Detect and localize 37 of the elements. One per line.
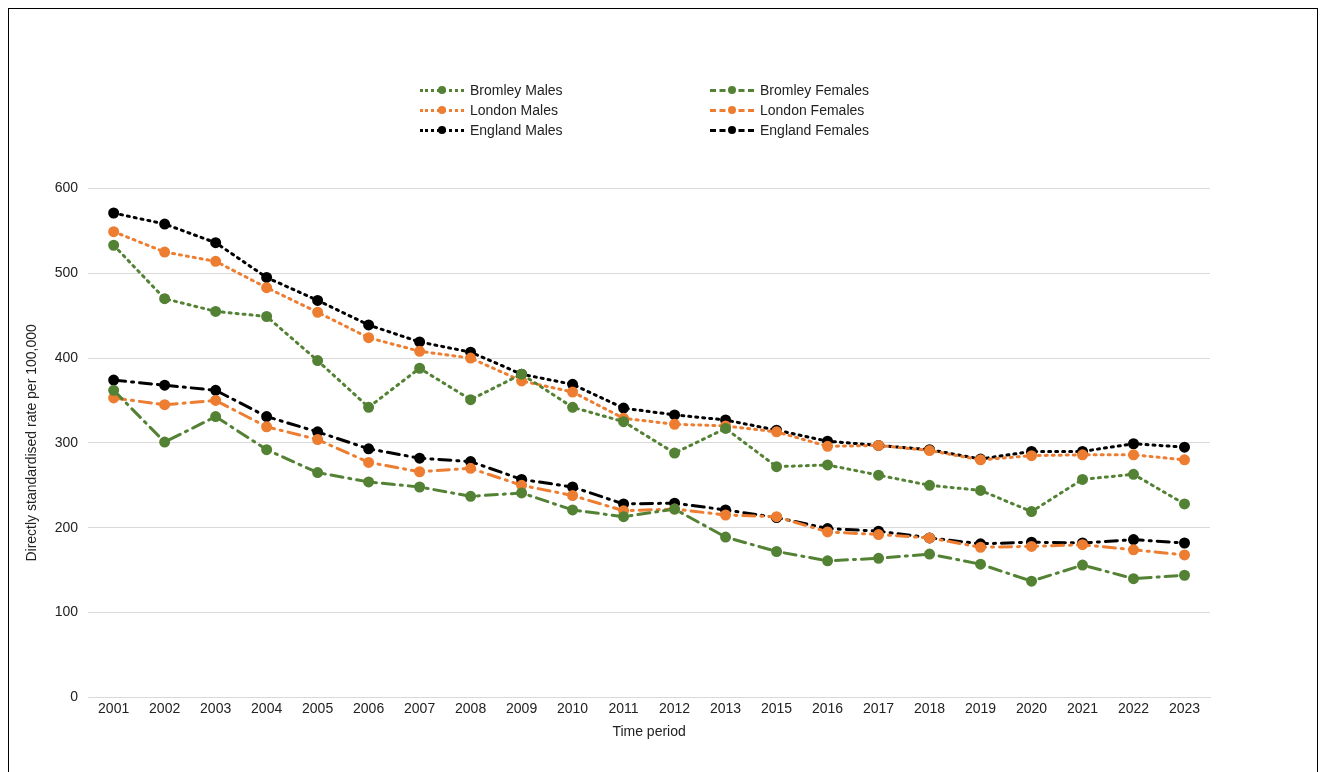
x-tick-label: 2009	[506, 699, 538, 716]
legend-label: Bromley Males	[470, 82, 563, 98]
y-tick-label: 300	[54, 433, 79, 450]
x-tick-label: 2012	[659, 699, 691, 716]
legend-label: London Males	[470, 102, 558, 118]
y-tick-label: 0	[70, 688, 79, 705]
y-tick-label: 100	[54, 603, 79, 620]
legend-label: England Males	[470, 122, 563, 138]
y-tick-label: 600	[54, 179, 79, 196]
x-tick-label: 2018	[913, 699, 946, 716]
x-tick-label: 2017	[862, 699, 895, 716]
x-tick-label: 2019	[964, 699, 997, 716]
x-tick-label: 2008	[455, 699, 487, 716]
y-axis-title: Directly standardised rate per 100,000	[23, 324, 40, 562]
x-tick-label: 2001	[98, 699, 130, 716]
x-tick-label: 2003	[200, 699, 232, 716]
legend-label: England Females	[760, 122, 869, 138]
legend-label: London Females	[760, 102, 865, 118]
x-axis-title: Time period	[612, 723, 686, 740]
x-tick-label: 2016	[811, 699, 844, 716]
x-tick-label: 2005	[302, 699, 334, 716]
x-tick-label: 2010	[557, 699, 589, 716]
y-tick-label: 200	[54, 518, 79, 535]
x-tick-label: 2023	[1168, 699, 1201, 716]
x-tick-label: 2004	[251, 699, 283, 716]
y-tick-label: 400	[54, 348, 79, 365]
x-tick-label: 2013	[709, 699, 742, 716]
x-tick-label: 2022	[1117, 699, 1150, 716]
x-tick-label: 2006	[353, 699, 385, 716]
x-tick-label: 2011	[608, 699, 639, 716]
legend-label: Bromley Females	[760, 82, 869, 98]
x-tick-label: 2015	[760, 699, 793, 716]
y-tick-label: 500	[54, 264, 79, 281]
x-tick-label: 2007	[404, 699, 436, 716]
x-tick-label: 2020	[1015, 699, 1048, 716]
x-tick-label: 2021	[1066, 699, 1099, 716]
x-tick-label: 2002	[149, 699, 181, 716]
